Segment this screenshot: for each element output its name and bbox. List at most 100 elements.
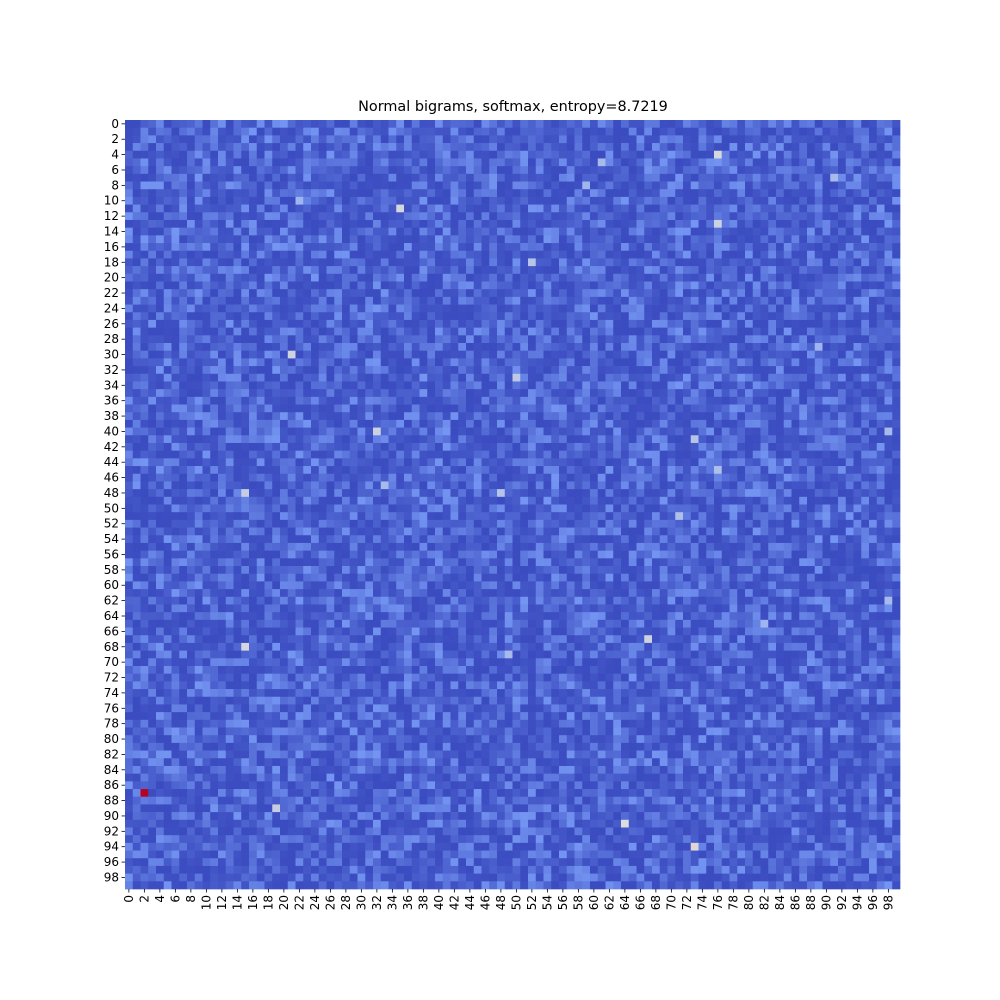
heatmap-cell [435, 143, 444, 152]
heatmap-cell [520, 127, 529, 136]
heatmap-cell [450, 243, 459, 252]
heatmap-cell [233, 373, 242, 382]
heatmap-cell [783, 120, 792, 129]
heatmap-cell [644, 389, 653, 398]
heatmap-cell [838, 335, 847, 344]
heatmap-cell [419, 373, 428, 382]
heatmap-cell [233, 181, 242, 190]
heatmap-cell [838, 396, 847, 405]
heatmap-cell [566, 196, 575, 205]
heatmap-cell [675, 404, 684, 413]
heatmap-cell [636, 489, 645, 498]
heatmap-cell [830, 473, 839, 482]
heatmap-cell [326, 458, 335, 467]
heatmap-cell [535, 212, 544, 221]
heatmap-cell [636, 481, 645, 490]
heatmap-cell [497, 289, 506, 298]
heatmap-cell [187, 396, 196, 405]
heatmap-cell [520, 373, 529, 382]
heatmap-cell [225, 289, 234, 298]
heatmap-cell [233, 435, 242, 444]
heatmap-cell [698, 235, 707, 244]
heatmap-cell [845, 412, 854, 421]
heatmap-cell [760, 312, 769, 321]
heatmap-cell [869, 219, 878, 229]
heatmap-cell [551, 204, 560, 213]
heatmap-cell [528, 204, 537, 213]
heatmap-cell [187, 373, 196, 382]
heatmap-cell [132, 327, 141, 336]
heatmap-cell [605, 358, 614, 367]
heatmap-cell [706, 489, 715, 498]
heatmap-cell [504, 412, 513, 421]
heatmap-cell [807, 442, 816, 452]
heatmap-cell [140, 250, 149, 259]
heatmap-cell [311, 173, 320, 182]
heatmap-cell [388, 389, 397, 398]
heatmap-cell [450, 273, 459, 282]
heatmap-cell [373, 235, 382, 244]
heatmap-cell [311, 204, 320, 213]
heatmap-cell [365, 389, 374, 398]
heatmap-cell [714, 366, 723, 375]
heatmap-cell [210, 358, 219, 367]
heatmap-cell [582, 296, 591, 305]
heatmap-cell [311, 343, 320, 352]
heatmap-cell [574, 196, 583, 205]
heatmap-cell [559, 412, 568, 421]
heatmap-cell [799, 489, 808, 498]
heatmap-cell [845, 273, 854, 282]
heatmap-cell [807, 373, 816, 382]
heatmap-cell [706, 266, 715, 275]
heatmap-cell [233, 343, 242, 352]
heatmap-cell [256, 319, 265, 328]
heatmap-cell [628, 273, 637, 282]
heatmap-cell [334, 496, 343, 505]
heatmap-cell [659, 389, 668, 398]
heatmap-cell [776, 127, 785, 136]
heatmap-cell [652, 135, 661, 144]
heatmap-cell [807, 489, 816, 498]
heatmap-cell [373, 473, 382, 482]
heatmap-cell [504, 489, 513, 498]
heatmap-cell [574, 327, 583, 336]
heatmap-cell [404, 466, 413, 475]
heatmap-cell [838, 481, 847, 490]
heatmap-cell [419, 266, 428, 275]
heatmap-cell [675, 189, 684, 198]
heatmap-cell [528, 466, 537, 475]
heatmap-cell [783, 389, 792, 398]
heatmap-cell [272, 350, 281, 359]
heatmap-cell [690, 296, 699, 305]
heatmap-cell [543, 212, 552, 221]
heatmap-cell [233, 235, 242, 244]
heatmap-cell [318, 258, 327, 267]
heatmap-cell [814, 158, 823, 167]
heatmap-cell [458, 243, 467, 252]
heatmap-cell [473, 358, 482, 367]
heatmap-cell [225, 327, 234, 336]
heatmap-cell [613, 127, 622, 136]
heatmap-cell [249, 350, 258, 359]
heatmap-cell [179, 135, 188, 144]
heatmap-cell [349, 281, 358, 290]
heatmap-cell [690, 473, 699, 482]
heatmap-cell [535, 373, 544, 382]
heatmap-cell [667, 289, 676, 298]
heatmap-cell [125, 166, 134, 175]
heatmap-cell [334, 227, 343, 236]
heatmap-cell [807, 381, 816, 390]
heatmap-cell [683, 343, 692, 352]
heatmap-cell [714, 450, 723, 459]
heatmap-cell [690, 319, 699, 328]
heatmap-cell [845, 235, 854, 244]
heatmap-cell [528, 181, 537, 190]
heatmap-cell [365, 343, 374, 352]
heatmap-cell [357, 489, 366, 498]
heatmap-cell [163, 489, 172, 498]
heatmap-cell [388, 304, 397, 313]
heatmap-cell [543, 412, 552, 421]
heatmap-cell [783, 235, 792, 244]
heatmap-cell [869, 466, 878, 475]
heatmap-cell [876, 204, 885, 213]
